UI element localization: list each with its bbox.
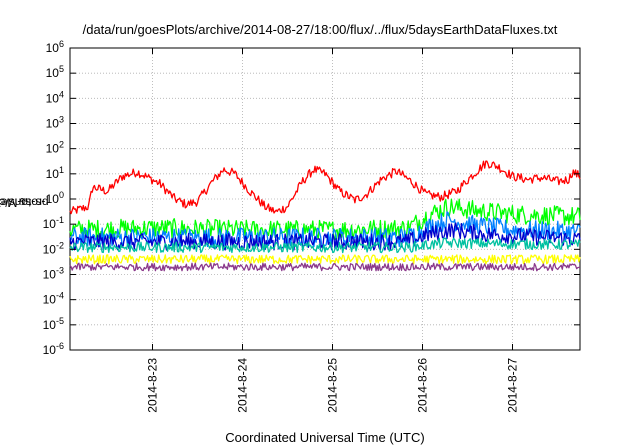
y-tick-label: 10-4 [43,291,64,307]
series-lines [69,160,581,272]
x-tick-label: 2014-8-27 [506,358,520,413]
series-line [69,160,581,215]
x-tick-label: 2014-8-25 [326,358,340,413]
y-tick-label: 10-3 [43,266,64,282]
series-line [69,222,581,251]
x-axis-label: Coordinated Universal Time (UTC) [225,430,425,445]
x-axis: 2014-8-23 2014-8-24 2014-8-25 2014-8-26 2014… [146,48,520,413]
y-tick-label: 102 [46,140,64,156]
x-tick-label: 2014-8-23 [146,358,160,413]
y-tick-label: 104 [46,89,64,105]
y-tick-label: 10-2 [43,240,64,256]
y-tick-label: 105 [46,64,64,80]
x-tick-label: 2014-8-26 [416,358,430,413]
y-axis: 10-6 10-5 10-4 10-3 10-2 10-1 100 101 102 103 104 1… [43,39,580,357]
y-tick-label: 10-6 [43,341,64,357]
x-tick-label: 2014-8-24 [236,358,250,413]
y-tick-label: 101 [46,165,64,181]
series-line [69,198,581,241]
y-axis-label-suffix: -s-sr-MeV [0,195,46,210]
series-line [69,237,581,254]
y-tick-label: 10-1 [43,215,64,231]
y-tick-label: 103 [46,115,64,131]
chart-title: /data/run/goesPlots/archive/2014-08-27/1… [82,22,558,37]
series-line [69,254,581,265]
y-tick-label: 100 [46,190,64,206]
grid [70,48,580,350]
y-tick-label: 10-5 [43,316,64,332]
y-tick-label: 106 [46,39,64,55]
series-line [69,262,581,272]
